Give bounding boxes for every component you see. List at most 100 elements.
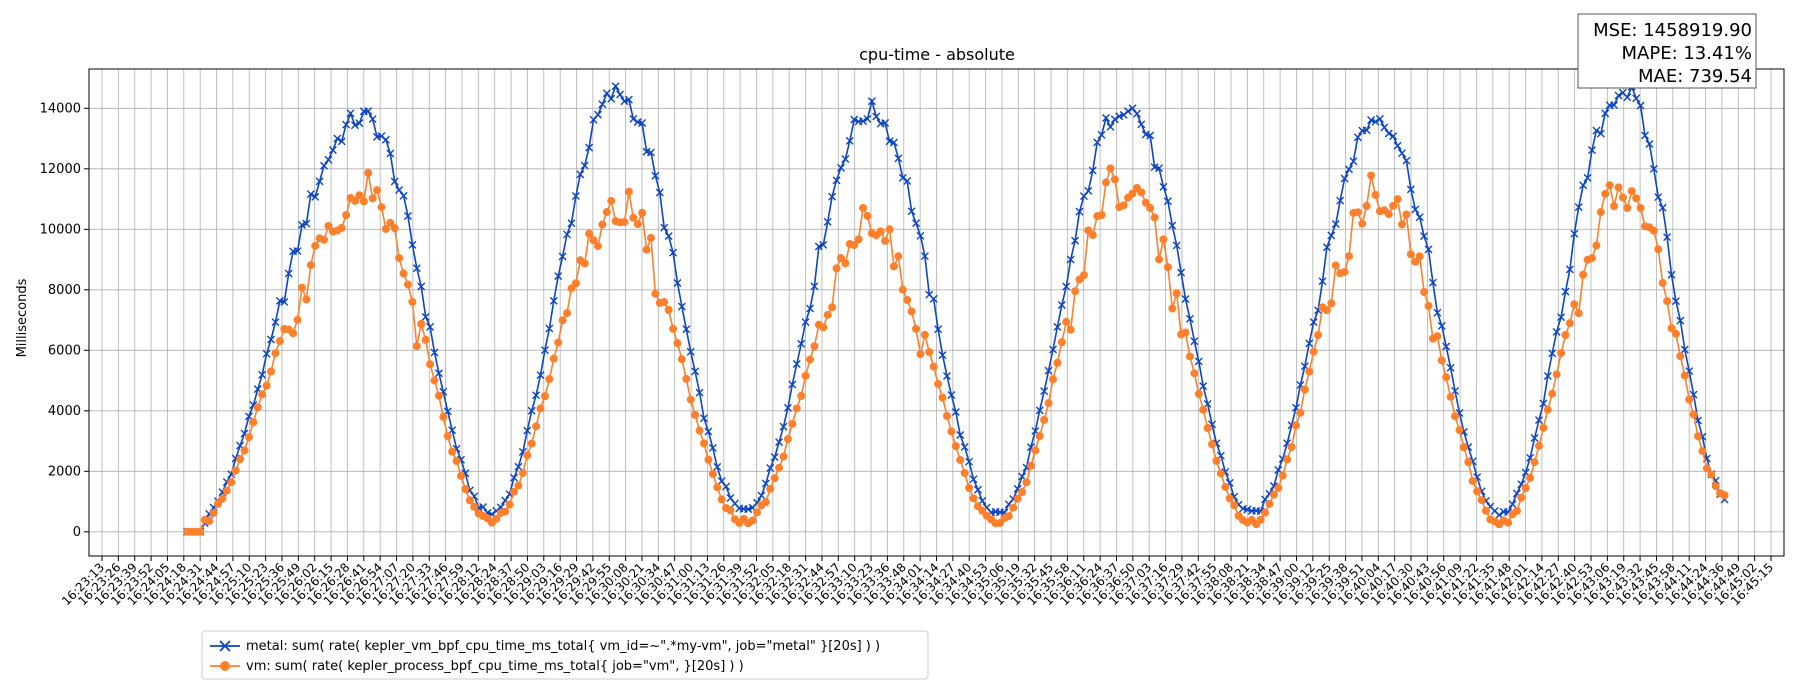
data-point bbox=[244, 412, 253, 421]
data-point bbox=[580, 161, 589, 170]
data-point bbox=[797, 391, 806, 400]
data-point bbox=[536, 404, 545, 413]
data-point bbox=[1203, 424, 1212, 433]
data-point bbox=[1667, 270, 1676, 279]
data-point bbox=[889, 138, 898, 147]
data-point bbox=[960, 469, 969, 478]
data-point bbox=[558, 252, 567, 261]
data-point bbox=[328, 145, 337, 154]
data-point bbox=[253, 403, 262, 412]
data-point bbox=[965, 483, 974, 492]
stats-mae: MAE: 739.54 bbox=[1638, 66, 1752, 87]
data-point bbox=[1570, 300, 1579, 309]
data-point bbox=[832, 264, 841, 273]
data-point bbox=[1132, 109, 1141, 118]
data-point bbox=[845, 136, 854, 145]
data-point bbox=[836, 163, 845, 172]
data-point bbox=[965, 457, 974, 466]
plot-frame bbox=[88, 68, 1785, 557]
data-point bbox=[1557, 313, 1566, 322]
data-point bbox=[1216, 469, 1225, 478]
data-point bbox=[1353, 208, 1362, 217]
data-point bbox=[549, 354, 558, 363]
data-point bbox=[284, 269, 293, 278]
data-point bbox=[1287, 443, 1296, 452]
series-vm bbox=[183, 164, 1729, 536]
legend-label-vm: vm: sum( rate( kepler_process_bpf_cpu_ti… bbox=[246, 659, 744, 674]
data-point bbox=[1596, 129, 1605, 138]
data-point bbox=[571, 279, 580, 288]
data-point bbox=[1451, 386, 1460, 395]
data-point bbox=[691, 367, 700, 376]
data-point bbox=[1649, 164, 1658, 173]
data-point bbox=[806, 304, 815, 313]
data-point bbox=[1481, 506, 1490, 515]
data-point bbox=[262, 349, 271, 358]
data-point bbox=[1689, 410, 1698, 419]
data-point bbox=[903, 176, 912, 185]
data-point bbox=[1203, 399, 1212, 408]
data-point bbox=[593, 110, 602, 119]
data-point bbox=[682, 325, 691, 334]
data-point bbox=[1530, 458, 1539, 467]
data-point bbox=[1676, 316, 1685, 325]
data-point bbox=[1079, 271, 1088, 280]
data-point bbox=[669, 324, 678, 333]
data-point bbox=[377, 203, 386, 212]
data-point bbox=[1097, 130, 1106, 139]
data-point bbox=[607, 94, 616, 103]
data-point bbox=[1168, 304, 1177, 313]
data-point bbox=[297, 220, 306, 229]
series-group bbox=[183, 82, 1729, 536]
data-point bbox=[1459, 443, 1468, 452]
data-point bbox=[364, 168, 373, 177]
data-point bbox=[872, 112, 881, 121]
data-point bbox=[920, 330, 929, 339]
data-point bbox=[293, 315, 302, 324]
legend-marker-circle bbox=[220, 661, 230, 671]
data-point bbox=[1110, 115, 1119, 124]
data-point bbox=[1570, 229, 1579, 238]
data-point bbox=[417, 282, 426, 291]
data-point bbox=[1384, 210, 1393, 219]
data-point bbox=[315, 177, 324, 186]
data-point bbox=[1106, 164, 1115, 173]
data-point bbox=[373, 186, 382, 195]
data-point bbox=[1680, 345, 1689, 354]
data-point bbox=[611, 82, 620, 91]
data-point bbox=[1146, 131, 1155, 140]
data-point bbox=[1636, 101, 1645, 110]
data-point bbox=[969, 494, 978, 503]
data-point bbox=[881, 118, 890, 127]
data-point bbox=[691, 410, 700, 419]
data-point bbox=[1583, 173, 1592, 182]
data-point bbox=[1694, 432, 1703, 441]
legend-label-metal: metal: sum( rate( kepler_vm_bpf_cpu_time… bbox=[246, 639, 880, 654]
data-point bbox=[779, 422, 788, 431]
data-point bbox=[885, 225, 894, 234]
data-point bbox=[1641, 131, 1650, 140]
data-point bbox=[1336, 196, 1345, 205]
data-point bbox=[1053, 322, 1062, 331]
data-point bbox=[1424, 301, 1433, 310]
data-point bbox=[1172, 289, 1181, 298]
data-point bbox=[682, 374, 691, 383]
data-point bbox=[633, 220, 642, 229]
data-point bbox=[677, 302, 686, 311]
data-point bbox=[1442, 342, 1451, 351]
data-point bbox=[1053, 358, 1062, 367]
y-tick-label: 2000 bbox=[48, 464, 81, 479]
data-point bbox=[1521, 483, 1530, 492]
data-point bbox=[1044, 366, 1053, 375]
data-point bbox=[196, 527, 205, 536]
data-point bbox=[810, 282, 819, 291]
data-point bbox=[576, 170, 585, 179]
data-point bbox=[510, 473, 519, 482]
data-point bbox=[1040, 415, 1049, 424]
data-point bbox=[832, 176, 841, 185]
data-point bbox=[1305, 339, 1314, 348]
data-point bbox=[956, 455, 965, 464]
data-point bbox=[1406, 185, 1415, 194]
data-point bbox=[828, 303, 837, 312]
data-point bbox=[938, 393, 947, 402]
